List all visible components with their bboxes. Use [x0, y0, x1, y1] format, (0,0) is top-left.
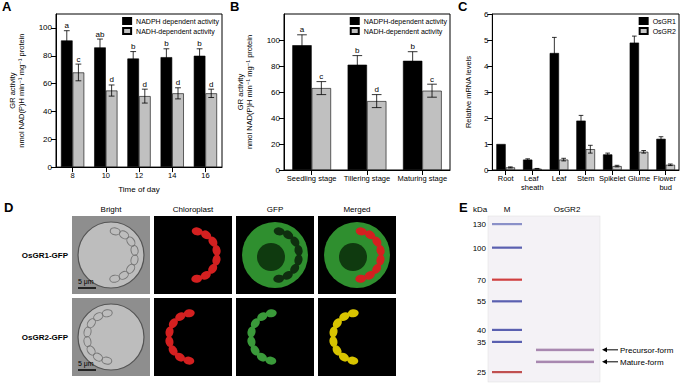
svg-text:5 μm: 5 μm — [78, 278, 94, 286]
svg-text:Stem: Stem — [577, 174, 595, 183]
svg-text:6: 6 — [484, 10, 489, 19]
svg-text:NADH-dependent activity: NADH-dependent activity — [364, 28, 443, 36]
svg-text:d: d — [374, 85, 378, 94]
svg-text:b: b — [197, 39, 202, 48]
svg-text:B: B — [230, 0, 239, 14]
svg-text:Spikelet: Spikelet — [599, 174, 627, 183]
svg-text:100: 100 — [267, 36, 281, 45]
svg-text:E: E — [459, 200, 468, 215]
svg-text:60: 60 — [271, 88, 280, 97]
svg-text:NADPH dependent activity: NADPH dependent activity — [136, 18, 219, 26]
svg-text:Tillering stage: Tillering stage — [344, 174, 390, 183]
svg-text:0: 0 — [484, 166, 489, 175]
svg-text:M: M — [504, 205, 511, 214]
svg-text:130: 130 — [473, 220, 487, 229]
svg-text:20: 20 — [271, 140, 280, 149]
svg-text:100: 100 — [473, 244, 487, 253]
svg-text:c: c — [430, 75, 434, 84]
svg-text:0: 0 — [48, 163, 53, 172]
svg-text:16: 16 — [201, 171, 209, 180]
svg-text:40: 40 — [477, 326, 486, 335]
svg-text:Leaf: Leaf — [552, 174, 568, 183]
svg-text:b: b — [410, 42, 415, 51]
svg-text:20: 20 — [43, 135, 52, 144]
svg-text:OsGR1-GFP: OsGR1-GFP — [22, 251, 69, 260]
svg-text:GR activity: GR activity — [236, 74, 245, 111]
svg-text:10: 10 — [102, 171, 110, 180]
svg-text:OsGR2: OsGR2 — [653, 28, 676, 35]
svg-text:bud: bud — [659, 183, 672, 192]
svg-text:35: 35 — [477, 338, 486, 347]
svg-text:OsGR1: OsGR1 — [653, 18, 676, 25]
svg-text:d: d — [209, 80, 213, 89]
svg-text:12: 12 — [135, 171, 143, 180]
svg-text:Glume: Glume — [628, 174, 650, 183]
svg-text:1: 1 — [484, 140, 489, 149]
svg-text:a: a — [300, 25, 305, 34]
svg-text:40: 40 — [43, 107, 52, 116]
svg-text:8: 8 — [71, 171, 75, 180]
svg-text:d: d — [109, 75, 113, 84]
svg-text:Seedling stage: Seedling stage — [287, 174, 337, 183]
svg-text:80: 80 — [271, 62, 280, 71]
svg-text:5: 5 — [484, 36, 489, 45]
svg-text:nmol NAD(P)H min⁻¹ mg⁻¹ protei: nmol NAD(P)H min⁻¹ mg⁻¹ protein — [17, 33, 26, 147]
svg-text:b: b — [355, 46, 360, 55]
svg-text:OsGR2: OsGR2 — [554, 205, 581, 214]
svg-text:Time of day: Time of day — [118, 185, 160, 194]
svg-text:OsGR2-GFP: OsGR2-GFP — [22, 333, 69, 342]
svg-text:Merged: Merged — [343, 205, 370, 214]
svg-text:Bright: Bright — [101, 205, 123, 214]
svg-text:d: d — [143, 80, 147, 89]
svg-text:b: b — [164, 39, 169, 48]
svg-text:GR activity: GR activity — [8, 72, 17, 109]
svg-text:2: 2 — [484, 114, 489, 123]
svg-text:14: 14 — [168, 171, 176, 180]
svg-text:nmol NAD(P)H min⁻¹ mg⁻¹ protei: nmol NAD(P)H min⁻¹ mg⁻¹ protein — [245, 35, 254, 149]
svg-text:GFP: GFP — [267, 205, 283, 214]
svg-text:60: 60 — [43, 79, 52, 88]
svg-text:4: 4 — [484, 62, 489, 71]
svg-text:Maturing stage: Maturing stage — [398, 174, 448, 183]
svg-text:a: a — [65, 21, 70, 30]
svg-text:b: b — [131, 42, 136, 51]
svg-text:A: A — [2, 0, 12, 14]
svg-text:Chloroplast: Chloroplast — [173, 205, 214, 214]
svg-text:c: c — [76, 55, 80, 64]
svg-text:5 μm: 5 μm — [78, 360, 94, 368]
svg-text:D: D — [4, 200, 13, 215]
svg-text:ab: ab — [96, 30, 105, 39]
svg-text:c: c — [319, 72, 323, 81]
svg-text:d: d — [176, 78, 180, 87]
svg-text:40: 40 — [271, 114, 280, 123]
svg-text:0: 0 — [276, 166, 281, 175]
svg-text:25: 25 — [477, 368, 486, 377]
svg-text:70: 70 — [477, 276, 486, 285]
svg-text:Flower: Flower — [653, 174, 678, 183]
svg-text:Relative mRNA levels: Relative mRNA levels — [464, 56, 473, 128]
svg-text:Precursor-form: Precursor-form — [620, 346, 674, 355]
svg-text:80: 80 — [43, 51, 52, 60]
svg-text:100: 100 — [39, 23, 53, 32]
svg-text:NADPH-dependent activity: NADPH-dependent activity — [364, 18, 448, 26]
svg-text:NADH-dependent activity: NADH-dependent activity — [136, 28, 215, 36]
svg-text:55: 55 — [477, 297, 486, 306]
svg-text:sheath: sheath — [521, 183, 544, 192]
svg-text:Leaf: Leaf — [524, 174, 541, 183]
svg-text:Root: Root — [498, 174, 515, 183]
svg-text:kDa: kDa — [473, 205, 488, 214]
svg-text:Mature-form: Mature-form — [620, 358, 664, 367]
svg-text:3: 3 — [484, 88, 489, 97]
svg-text:C: C — [458, 0, 468, 14]
